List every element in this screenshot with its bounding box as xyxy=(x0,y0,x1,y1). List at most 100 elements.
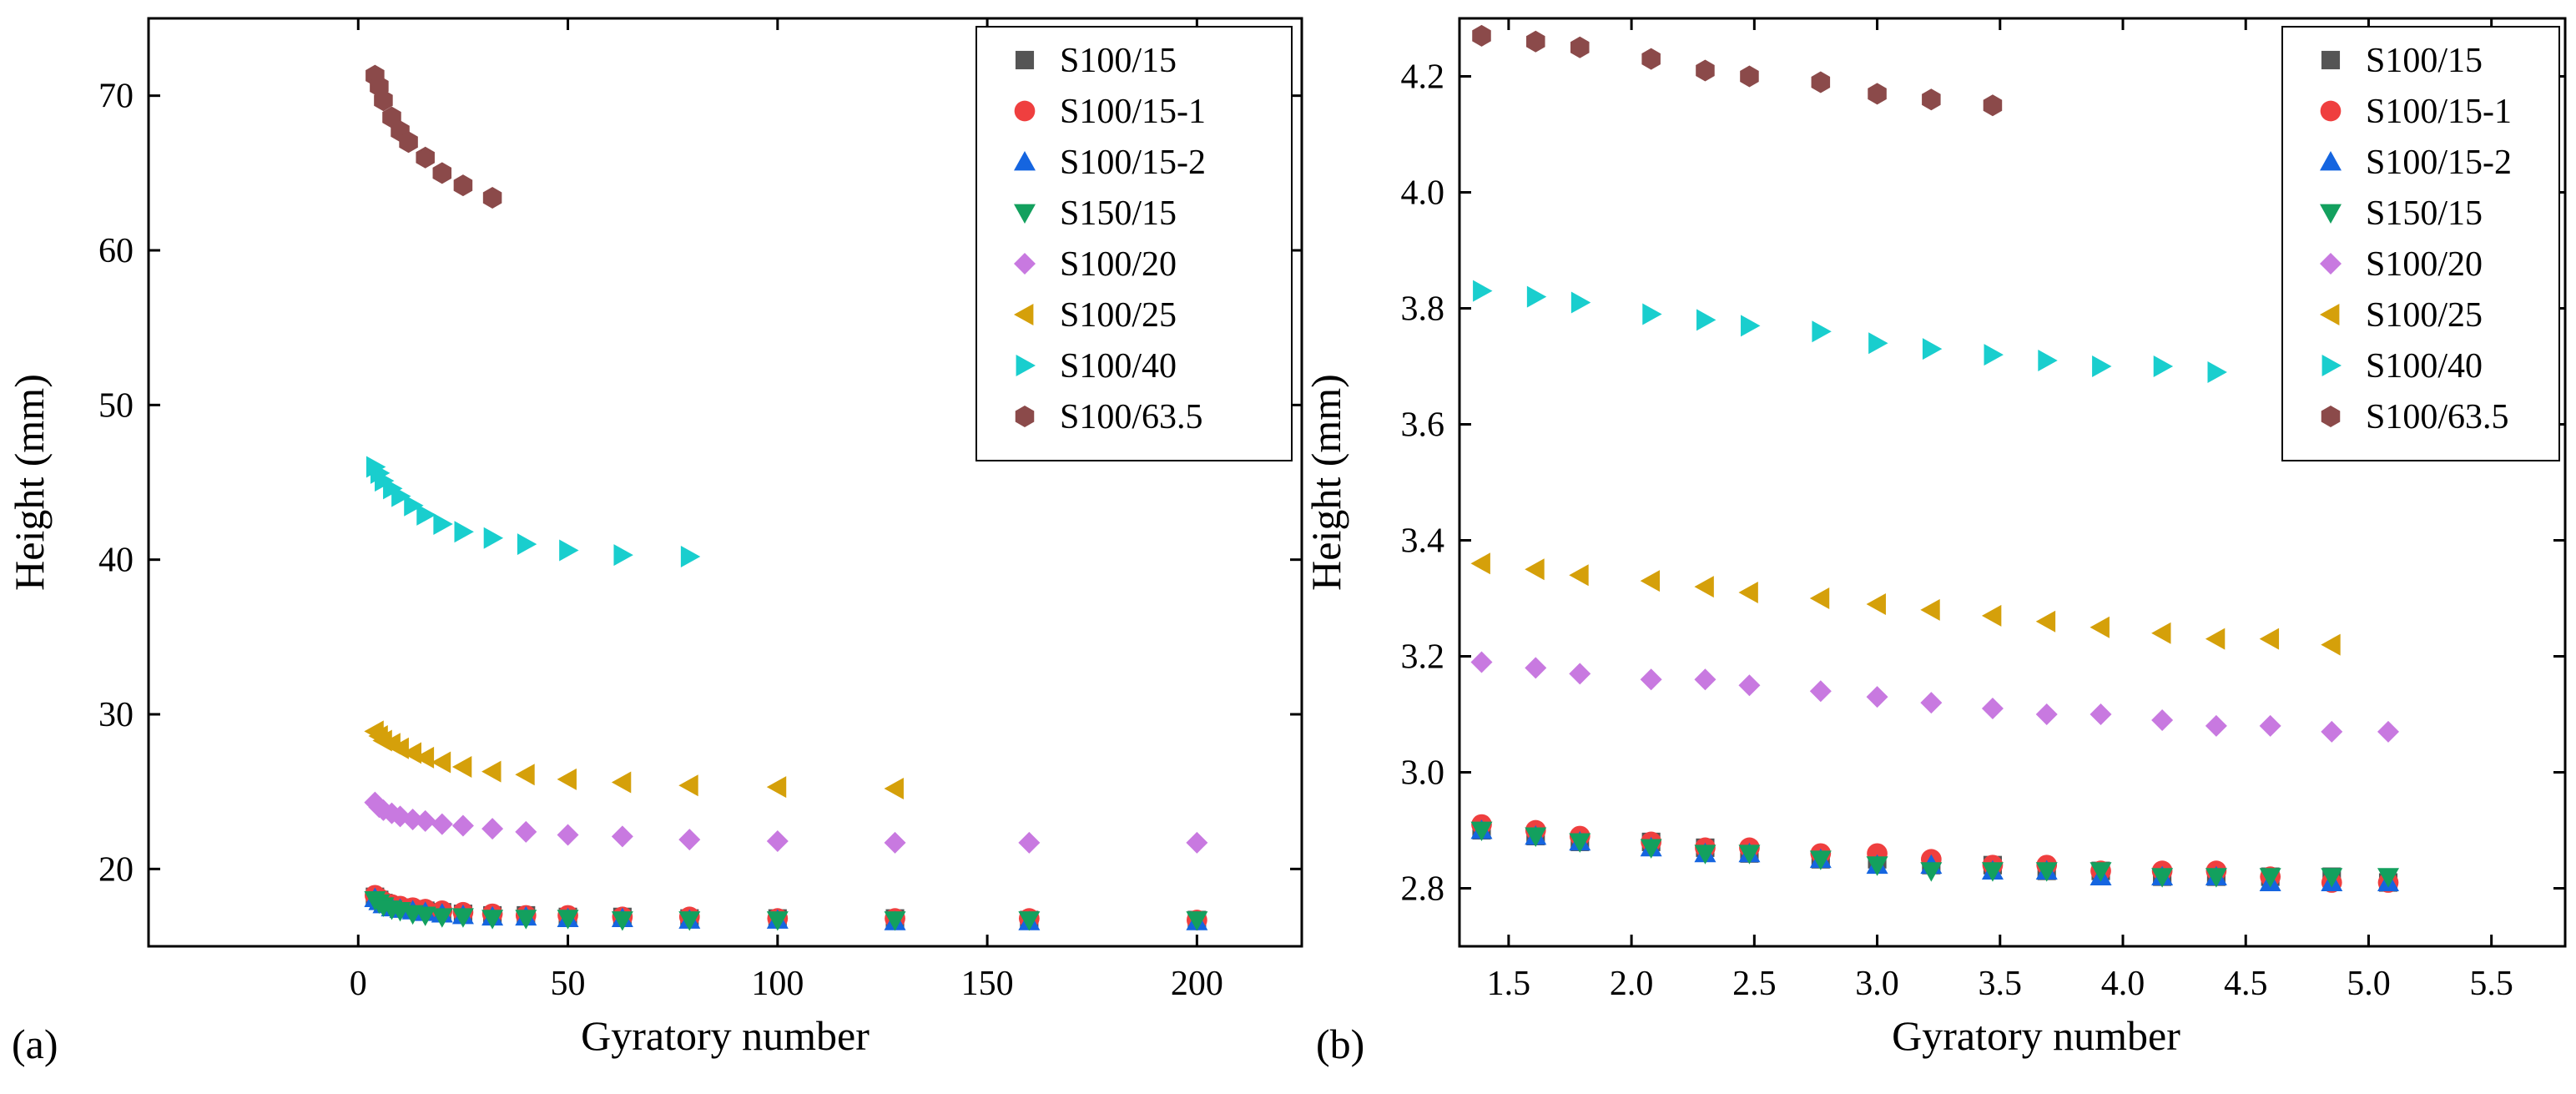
data-point xyxy=(1470,552,1490,575)
data-point xyxy=(1866,686,1888,708)
data-point xyxy=(1983,94,2003,117)
panel-b-legend: S100/15 S100/15-1 S100/15-2 S150/15 S100/20 S… xyxy=(2281,26,2560,461)
data-point xyxy=(414,906,436,926)
data-point xyxy=(1738,674,1761,697)
data-point xyxy=(611,771,632,794)
x-tick-label: 150 xyxy=(961,965,1014,1003)
y-tick-label: 70 xyxy=(98,78,134,116)
panel-b: 1.5 2.0 2.5 3.0 3.5 4.0 4.5 5.0 5.5 2.8 3.0 3.2 3.4 3… xyxy=(1303,17,2567,1067)
data-point xyxy=(483,527,504,549)
data-point xyxy=(1526,285,1547,308)
data-point xyxy=(1570,36,1590,58)
panel-b-frame xyxy=(1458,17,2567,948)
data-point xyxy=(416,503,436,526)
y-tick-label: 40 xyxy=(98,542,134,580)
data-point xyxy=(414,746,435,769)
legend-label: S100/63.5 xyxy=(1060,398,1203,436)
data-point xyxy=(1569,833,1591,853)
data-point xyxy=(414,809,436,832)
series-s150-15 xyxy=(1470,821,2399,888)
data-point xyxy=(1640,570,1661,592)
data-point xyxy=(1525,657,1547,679)
y-tick-label: 3.0 xyxy=(1401,754,1445,793)
data-point xyxy=(1920,598,1940,621)
data-point xyxy=(451,814,474,837)
data-point xyxy=(1525,827,1547,847)
legend-marker xyxy=(1015,50,1035,70)
data-point xyxy=(678,829,701,851)
series-s100-25 xyxy=(1470,552,2341,656)
data-point xyxy=(1569,564,1589,587)
data-point xyxy=(678,774,698,797)
legend-label: S100/15-1 xyxy=(1060,93,1206,131)
legend-marker xyxy=(1014,100,1036,122)
data-point xyxy=(432,162,452,184)
legend-label: S100/40 xyxy=(1060,347,1177,386)
series-s100-15-1 xyxy=(1471,814,2399,893)
data-point xyxy=(1570,291,1591,314)
data-point xyxy=(2205,868,2227,888)
data-point xyxy=(2151,868,2174,888)
legend-label: S100/15-2 xyxy=(1060,144,1206,182)
y-tick-label: 50 xyxy=(98,386,134,425)
legend-marker xyxy=(2320,253,2342,275)
legend-label: S150/15 xyxy=(2366,194,2483,233)
panel-b-ticks: 1.5 2.0 2.5 3.0 3.5 4.0 4.5 5.0 5.5 2.8 3.0 3.2 3.4 3… xyxy=(1401,18,2565,1003)
data-point xyxy=(1920,692,1943,714)
data-point xyxy=(559,539,579,562)
legend-marker xyxy=(2321,406,2341,427)
data-point xyxy=(1809,680,1832,703)
legend-box xyxy=(2281,26,2560,461)
y-tick-label: 30 xyxy=(98,696,134,734)
data-point xyxy=(1740,65,1759,88)
legend-marker xyxy=(1014,151,1036,171)
data-point xyxy=(613,544,633,567)
data-point xyxy=(2038,350,2058,372)
data-point xyxy=(1641,48,1661,70)
data-point xyxy=(1470,821,1493,841)
data-point xyxy=(431,908,453,928)
panel-a: 0 50 100 150 200 20 30 40 50 60 70 Gyratory number… xyxy=(6,17,1303,1067)
legend-label: S100/25 xyxy=(2366,296,2483,335)
data-point xyxy=(1694,668,1716,691)
legend-marker xyxy=(2320,304,2340,325)
data-point xyxy=(1981,604,2002,627)
data-point xyxy=(517,533,537,556)
data-point xyxy=(2259,868,2281,888)
y-tick-label: 20 xyxy=(98,850,134,889)
data-point xyxy=(2205,628,2226,650)
panel-a-legend: S100/15 S100/15-1 S100/15-2 S150/15 S100/20 S… xyxy=(975,26,1293,461)
legend-label: S100/63.5 xyxy=(2366,398,2509,436)
data-point xyxy=(515,764,535,786)
legend-label: S100/15 xyxy=(1060,42,1177,80)
data-point xyxy=(557,910,579,930)
data-point xyxy=(766,829,789,852)
data-point xyxy=(515,910,537,930)
legend-marker xyxy=(2320,204,2342,224)
panel-a-xlabel: Gyratory number xyxy=(581,1012,870,1059)
data-point xyxy=(1525,558,1545,581)
data-point xyxy=(1696,59,1715,82)
data-point xyxy=(1738,844,1761,865)
data-point xyxy=(1473,280,1493,302)
data-point xyxy=(611,825,633,848)
data-point xyxy=(401,809,424,831)
data-point xyxy=(1866,592,1886,615)
data-point xyxy=(2377,720,2399,743)
panel-b-ylabel: Height (mm) xyxy=(1303,374,1349,591)
data-point xyxy=(451,756,472,779)
legend-marker xyxy=(1014,304,1034,325)
data-point xyxy=(482,186,502,209)
x-tick-label: 0 xyxy=(350,965,367,1003)
data-point xyxy=(1694,576,1714,598)
data-point xyxy=(2259,714,2281,737)
data-point xyxy=(1809,850,1832,870)
data-point xyxy=(431,751,451,774)
data-point xyxy=(481,910,504,930)
legend-marker xyxy=(1014,204,1036,224)
series-s100-40 xyxy=(365,456,701,567)
panel-b-xlabel: Gyratory number xyxy=(1892,1012,2180,1059)
data-point xyxy=(611,911,633,931)
legend-marker xyxy=(2321,355,2342,376)
data-point xyxy=(2207,360,2227,383)
